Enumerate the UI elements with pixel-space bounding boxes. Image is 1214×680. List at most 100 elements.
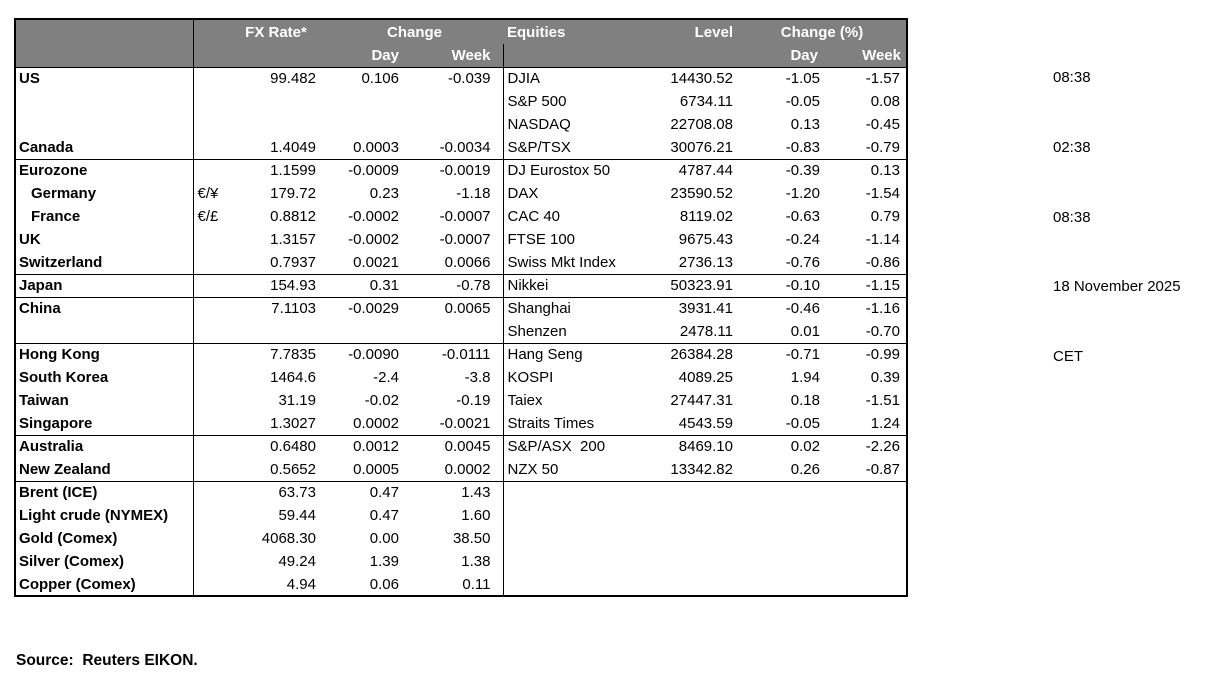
currency-pair-cell xyxy=(193,90,226,113)
equity-change-day-cell xyxy=(738,550,826,573)
equity-name-cell: KOSPI xyxy=(507,369,554,386)
fx-rate-cell: 179.72 xyxy=(270,185,316,202)
equity-change-day-cell: -0.05 xyxy=(785,93,820,110)
fx-change-week-cell: 0.0002 xyxy=(409,458,504,481)
fx-change-day-cell: 0.47 xyxy=(326,480,409,504)
header-row-1: FX Rate* Change Equities Level Change (%… xyxy=(15,19,907,44)
equity-change-day-cell xyxy=(738,480,826,504)
fx-change-week-cell: 0.0066 xyxy=(409,251,504,274)
equity-name-cell: Hang Seng xyxy=(503,342,653,366)
fx-rate-cell xyxy=(226,320,326,343)
equity-change-week-cell: -1.15 xyxy=(826,273,907,297)
equity-level-cell: 2478.11 xyxy=(679,322,733,340)
country-cell: Copper (Comex) xyxy=(15,573,194,596)
equity-level-cell: 22708.08 xyxy=(670,116,733,133)
fx-change-day-cell: 0.106 xyxy=(361,70,399,88)
currency-pair-cell: €/¥ xyxy=(197,185,219,202)
equity-level-cell xyxy=(653,527,738,550)
table-row: China 7.1103 -0.0029 0.0065 Shanghai 393… xyxy=(15,296,907,320)
fx-change-week-cell: -3.8 xyxy=(409,366,504,389)
fx-rate-cell: 99.482 xyxy=(270,70,316,88)
fx-change-week-cell xyxy=(409,90,504,113)
fx-change-week-cell: 0.0045 xyxy=(409,434,504,458)
equity-change-week-cell xyxy=(826,480,907,504)
country-cell: Gold (Comex) xyxy=(15,527,194,550)
table-row: UK 1.3157 -0.0002 -0.0007 FTSE 100 9675.… xyxy=(15,228,907,251)
equity-change-day-cell: -0.83 xyxy=(785,138,820,156)
country-cell: China xyxy=(15,296,194,320)
fx-change-day-cell: 0.23 xyxy=(369,185,399,202)
equity-name-cell: DJIA xyxy=(507,70,541,88)
currency-pair-cell xyxy=(193,320,226,343)
equity-name-cell: CAC 40 xyxy=(507,208,561,225)
header-sym-blank xyxy=(193,19,226,44)
fx-rate-cell: 1.4049 xyxy=(270,138,316,156)
equity-name-cell xyxy=(503,480,653,504)
country-cell: Silver (Comex) xyxy=(15,550,194,573)
fx-rate-cell: 1.1599 xyxy=(226,158,326,182)
equity-name-cell xyxy=(503,550,653,573)
equity-level-cell xyxy=(653,504,738,527)
table-row: Silver (Comex) 49.24 1.39 1.38 xyxy=(15,550,907,573)
fx-change-week-cell xyxy=(409,320,504,343)
equity-change-week-cell: 0.39 xyxy=(870,369,900,386)
fx-rate-cell: 4.94 xyxy=(286,575,316,593)
currency-pair-cell xyxy=(193,389,226,412)
equity-change-week-cell: -0.87 xyxy=(865,460,900,478)
country-cell: Japan xyxy=(15,273,194,297)
equity-level-cell: 50323.91 xyxy=(653,273,738,297)
fx-rate-cell xyxy=(226,113,326,136)
fx-change-week-cell: -0.0021 xyxy=(409,412,504,435)
market-snapshot-sheet: FX Rate* Change Equities Level Change (%… xyxy=(14,18,908,597)
fx-change-day-cell xyxy=(326,90,409,113)
source-line: Source: Reuters EIKON. xyxy=(16,652,198,669)
equity-change-week-cell xyxy=(826,504,907,527)
header-eq-change-pct: Change (%) xyxy=(738,19,907,44)
equity-level-cell: 2736.13 xyxy=(678,253,733,271)
currency-pair-cell xyxy=(193,480,226,504)
fx-change-week-cell: -0.78 xyxy=(409,273,504,297)
equity-level-cell: 27447.31 xyxy=(670,392,733,409)
table-row: Brent (ICE) 63.73 0.47 1.43 xyxy=(15,480,907,504)
equity-level-cell: 4543.59 xyxy=(678,414,733,432)
equity-change-week-cell: -1.14 xyxy=(865,231,900,248)
country-cell xyxy=(15,90,194,113)
timezone-line: CET xyxy=(1053,347,1083,365)
currency-pair-cell xyxy=(193,366,226,389)
equity-name-cell: Swiss Mkt Index xyxy=(507,253,616,271)
equity-change-day-cell: -0.76 xyxy=(785,253,820,271)
equity-change-week-cell: -0.99 xyxy=(826,342,907,366)
table-row: NASDAQ 22708.08 0.13 -0.45 xyxy=(15,113,907,136)
header-eq-day: Day xyxy=(738,44,826,68)
currency-pair-cell xyxy=(193,158,226,182)
equity-change-day-cell: 0.13 xyxy=(790,116,820,133)
fx-change-week-cell: -0.0007 xyxy=(409,205,504,228)
table-row: Switzerland 0.7937 0.0021 0.0066 Swiss M… xyxy=(15,251,907,274)
equity-level-cell: 4089.25 xyxy=(678,369,733,386)
equity-change-day-cell: -1.05 xyxy=(785,70,820,88)
equity-level-cell: 3931.41 xyxy=(653,296,738,320)
equity-change-week-cell xyxy=(826,550,907,573)
equity-level-cell: 30076.21 xyxy=(670,138,733,156)
currency-pair-cell xyxy=(193,412,226,435)
fx-change-day-cell: 0.31 xyxy=(326,273,409,297)
table-row: S&P 500 6734.11 -0.05 0.08 xyxy=(15,90,907,113)
equity-name-cell: Taiex xyxy=(507,392,543,409)
fx-change-week-cell xyxy=(409,113,504,136)
fx-change-day-cell: 1.39 xyxy=(369,553,399,570)
fx-change-week-cell: 1.60 xyxy=(409,504,504,527)
currency-pair-cell xyxy=(193,573,226,596)
header-blank-5 xyxy=(653,44,738,68)
table-row: New Zealand 0.5652 0.0005 0.0002 NZX 50 … xyxy=(15,458,907,481)
currency-pair-cell xyxy=(193,136,226,159)
equity-change-day-cell: -0.05 xyxy=(785,414,820,432)
equity-change-week-cell: 0.13 xyxy=(826,158,907,182)
country-cell: UK xyxy=(15,228,194,251)
equity-change-week-cell: -1.54 xyxy=(865,185,900,202)
timestamp-block: 08:38 02:38 08:38 18 November 2025 CET xyxy=(1053,20,1181,414)
equity-name-cell: NASDAQ xyxy=(507,116,571,133)
table-row: Shenzen 2478.11 0.01 -0.70 xyxy=(15,320,907,343)
equity-level-cell: 23590.52 xyxy=(670,185,733,202)
fx-change-day-cell: 0.47 xyxy=(369,507,399,524)
fx-rate-cell: 0.7937 xyxy=(270,253,316,271)
